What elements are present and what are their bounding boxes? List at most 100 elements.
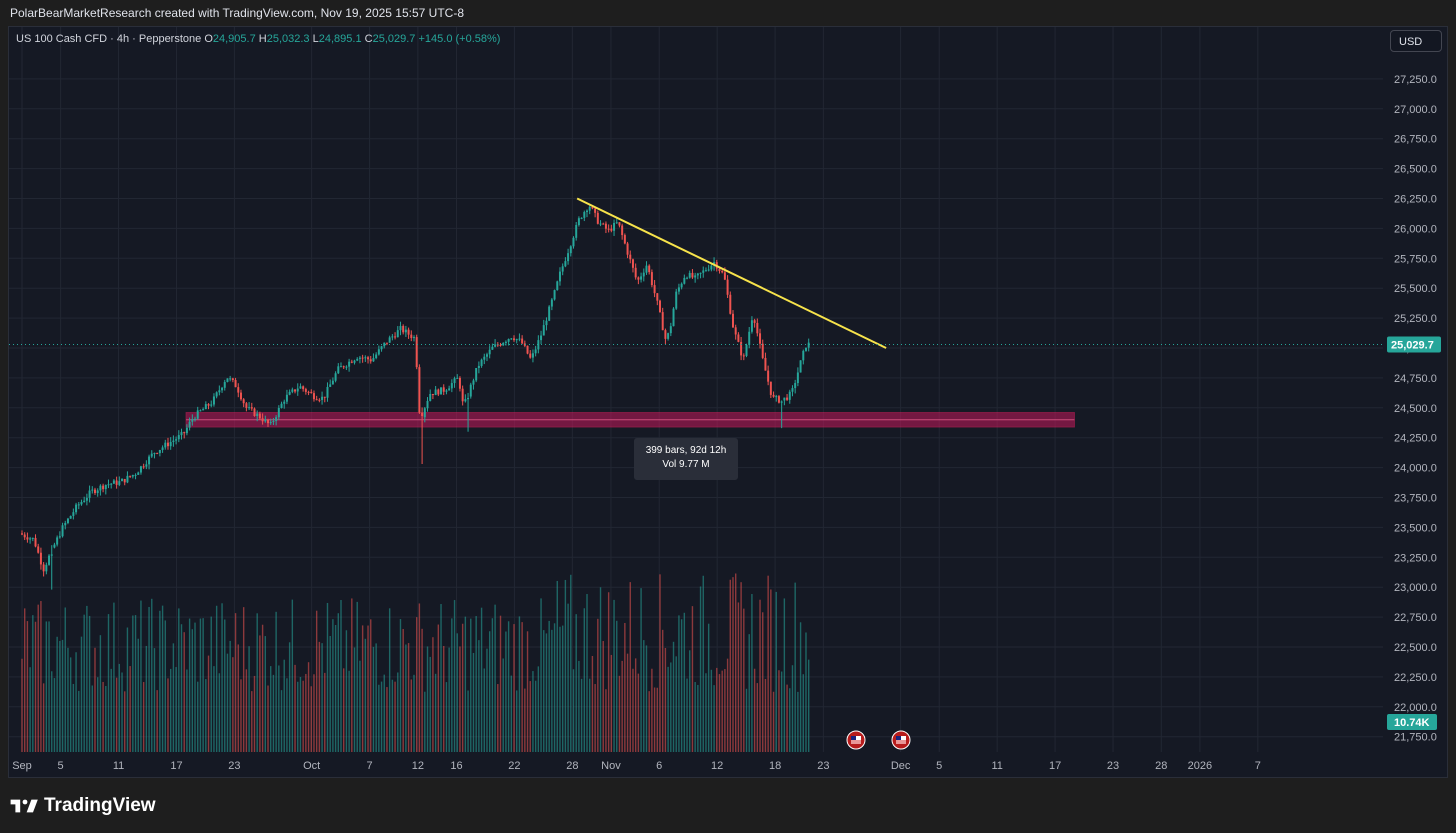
volume-bar [694,682,696,752]
candle [467,392,470,432]
candle-body [767,370,770,382]
candle [304,387,307,395]
measure-tooltip: 399 bars, 92d 12h Vol 9.77 M [634,438,738,480]
candle-body [667,333,670,339]
candle-body [377,349,380,355]
candle-body [704,270,707,272]
volume-bar [256,613,258,752]
volume-bar [175,667,177,752]
candle [710,264,713,272]
chart-pane[interactable] [8,26,1448,778]
candle-body [415,337,418,368]
candle [764,352,767,371]
candle [288,389,291,396]
volume-bar [775,591,777,752]
volume-bar [470,618,472,752]
candle [488,345,491,359]
candle-body [577,218,580,225]
candle [350,359,353,364]
volume-bar [113,602,115,752]
candle [799,360,802,373]
time-tick-label: 12 [412,760,424,772]
candle-body [137,472,140,475]
candle-body [364,357,367,359]
price-tick-label: 26,000.0 [1394,223,1437,235]
candle-body [80,501,83,505]
trendline-line [576,197,887,349]
candle-body [180,432,183,436]
candle-body [353,360,356,363]
candle [607,224,610,233]
candle-body [75,504,78,513]
candle [115,476,118,489]
volume-bar [129,666,131,752]
volume-bar [213,666,215,752]
volume-bar [121,672,123,752]
candle [229,375,232,382]
volume-bar [188,618,191,752]
candle-body [740,341,743,356]
candle-body [680,283,683,288]
candle [169,437,172,450]
candle [556,280,559,291]
candle-body [588,206,591,211]
candle-body [442,387,445,392]
candle [331,377,334,385]
volume-bar [169,668,172,752]
candle-body [396,330,399,338]
candle-body [499,344,502,346]
candle-body [450,383,453,389]
candle [223,379,226,391]
currency-button[interactable]: USD [1390,30,1442,52]
candle [21,530,23,536]
candle-body [118,481,121,485]
volume-bar [572,669,575,752]
volume-bar [772,691,775,752]
volume-bar [672,641,675,752]
high-label: H [258,33,267,45]
candle [456,374,459,379]
volume-bar [56,636,58,752]
us-flag-icon [891,730,911,750]
volume-bar [197,681,199,752]
candle-body [404,329,407,333]
candle [704,267,707,272]
candle-body [256,413,259,417]
volume-bar [148,606,150,752]
candle-body [315,399,318,401]
tradingview-logo[interactable]: TradingView [10,795,156,817]
volume-bar [237,644,239,752]
volume-bar [145,645,148,752]
volume-bar [364,638,367,752]
candle-body [553,290,556,300]
candle-body [659,300,662,313]
candle [491,343,494,350]
candle [261,413,264,425]
volume-bar [26,621,29,752]
candle [107,479,110,489]
candle-body [691,272,694,278]
candle [364,355,367,362]
candle-body [66,518,69,523]
candle-body [312,393,315,400]
volume-bar [132,615,134,752]
candle [683,274,686,285]
volume-bar [164,620,166,752]
candle-body [331,380,334,385]
candle-body [656,293,659,301]
volume-bar [583,608,586,752]
candle [48,554,51,566]
volume-bar [275,611,277,752]
candle [29,536,32,544]
volume-bar [748,634,750,752]
volume-bar [597,618,599,752]
volume-bar [21,658,23,752]
candle [564,257,567,268]
candle [66,517,69,525]
candle-body [258,413,261,419]
candle-body [731,313,734,328]
candle-body [129,475,132,477]
candle-body [29,538,32,540]
candle [794,379,797,394]
